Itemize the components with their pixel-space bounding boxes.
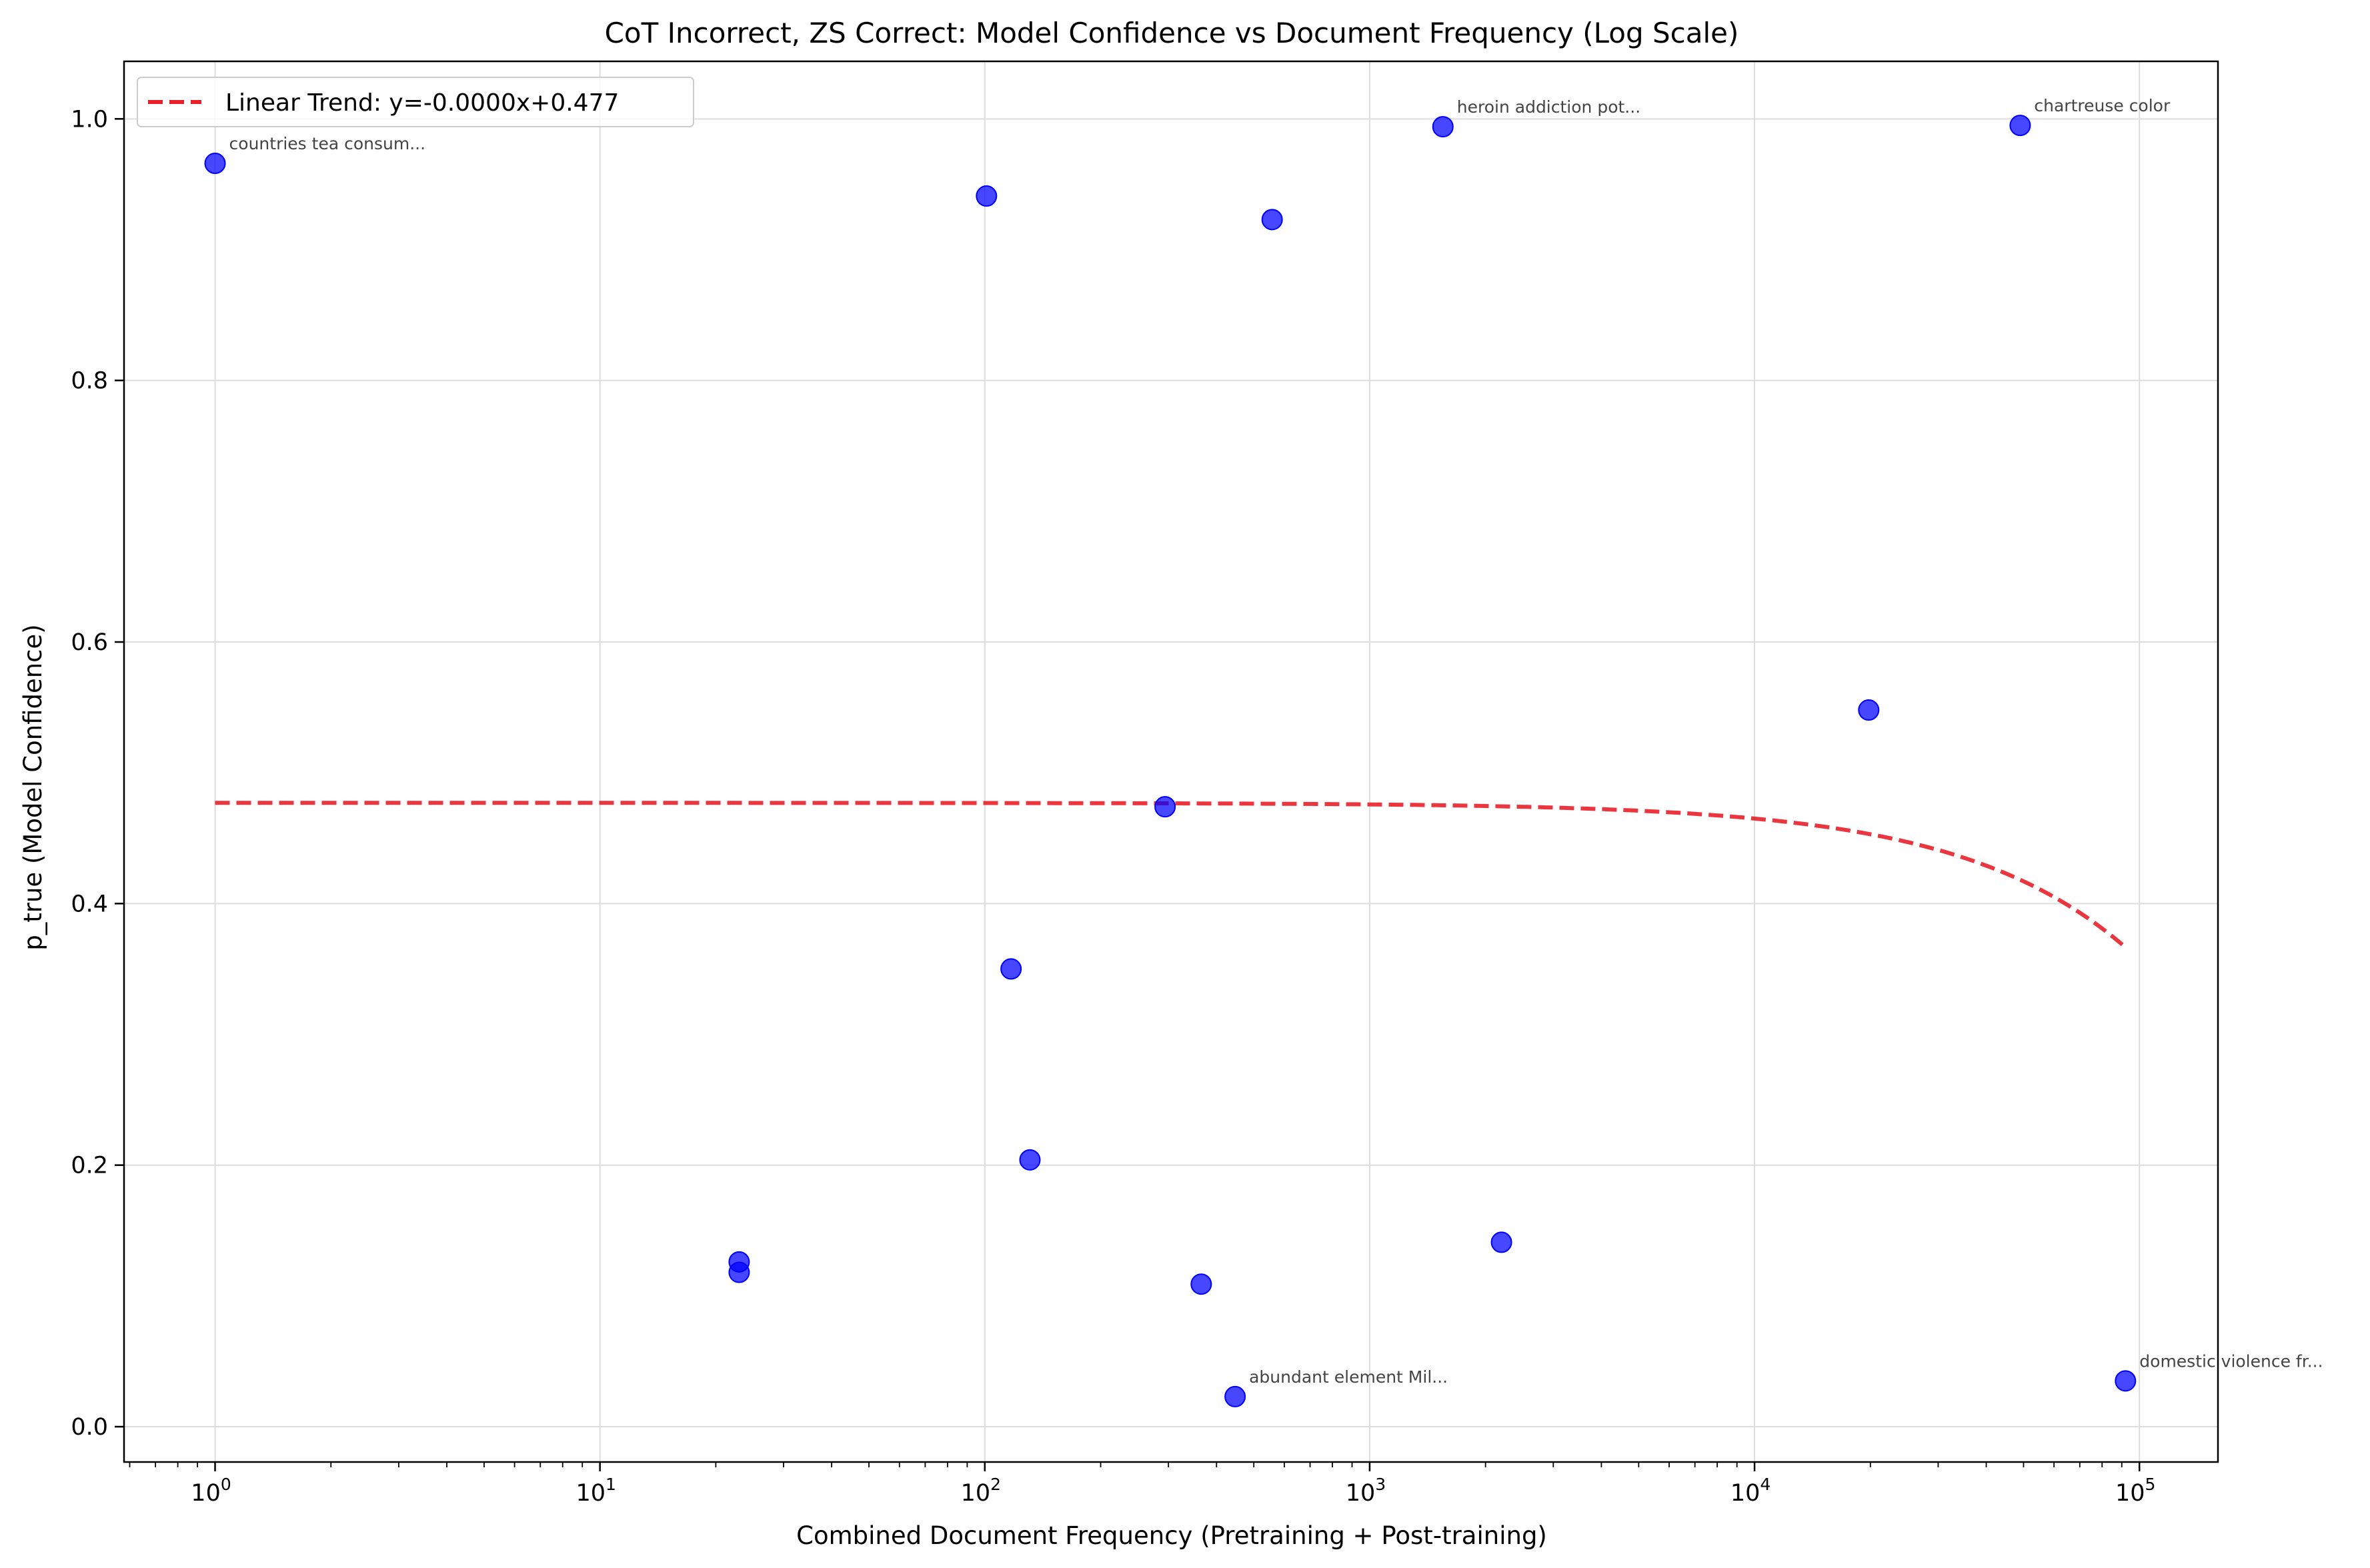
point-annotations: countries tea consum... abundant element …	[229, 96, 2323, 1387]
scatter-point	[1261, 209, 1283, 231]
scatter-point	[2009, 115, 2031, 137]
point-annotation: countries tea consum...	[229, 134, 426, 153]
scatter-point	[1224, 1385, 1246, 1407]
x-tick-label: 102	[961, 1475, 1001, 1507]
plot-frame	[123, 60, 2219, 1463]
scatter-point	[2115, 1370, 2137, 1392]
scatter-point	[1432, 116, 1454, 138]
scatter-point	[1490, 1231, 1512, 1253]
x-tick-label: 105	[2115, 1475, 2155, 1507]
legend-box	[137, 77, 694, 127]
trend-line-layer	[215, 801, 2127, 949]
point-annotation: domestic violence fr...	[2139, 1351, 2323, 1371]
y-tick-label: 0.2	[71, 1153, 108, 1179]
x-axis: 100 101 102 103 104 105	[129, 1462, 2155, 1507]
x-tick-label: 104	[1730, 1475, 1770, 1507]
scatter-point	[976, 185, 998, 207]
point-annotation: heroin addiction pot...	[1457, 97, 1640, 117]
x-tick-label: 100	[191, 1475, 231, 1507]
y-tick-label: 0.6	[71, 629, 108, 656]
legend-trend-label: Linear Trend: y=-0.0000x+0.477	[225, 89, 619, 117]
legend: Linear Trend: y=-0.0000x+0.477	[137, 77, 694, 127]
y-axis-label: p_true (Model Confidence)	[19, 624, 47, 950]
x-tick-label: 101	[575, 1475, 616, 1507]
y-tick-label: 0.8	[71, 368, 108, 395]
scatter-point	[1858, 699, 1880, 721]
y-tick-label: 1.0	[71, 106, 108, 133]
scatter-point	[1190, 1273, 1212, 1295]
scatter-point	[1019, 1149, 1041, 1171]
x-axis-label: Combined Document Frequency (Pretraining…	[796, 1521, 1547, 1550]
scatter-points	[204, 115, 2137, 1407]
scatter-point	[204, 153, 226, 175]
y-tick-label: 0.4	[71, 891, 108, 917]
scatter-point	[1154, 796, 1176, 818]
point-annotation: chartreuse color	[2034, 96, 2171, 115]
scatter-point	[728, 1261, 750, 1283]
x-tick-label: 103	[1346, 1475, 1386, 1507]
point-annotation: abundant element Mil...	[1249, 1367, 1448, 1387]
y-tick-label: 0.0	[71, 1414, 108, 1441]
y-axis: 0.0 0.2 0.4 0.6 0.8 1.0	[71, 106, 124, 1441]
trend-line	[215, 801, 2127, 949]
chart-title: CoT Incorrect, ZS Correct: Model Confide…	[605, 17, 1739, 49]
scatter-point	[1000, 958, 1022, 980]
